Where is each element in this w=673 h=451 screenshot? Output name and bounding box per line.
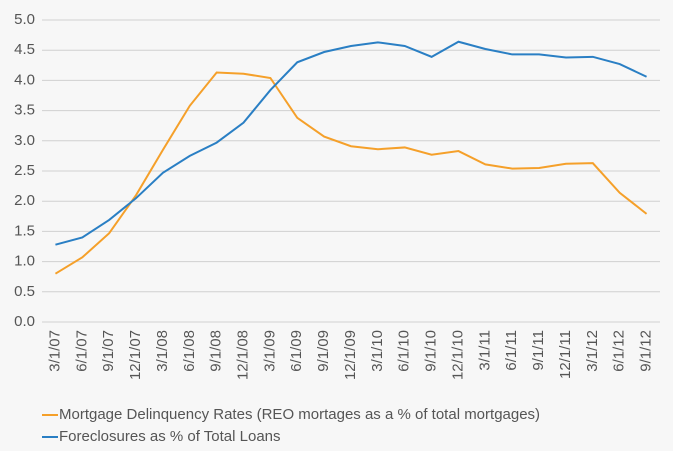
x-tick-label: 3/1/07 (46, 330, 63, 372)
series-line (55, 40, 647, 246)
y-tick-label: 0.5 (14, 283, 35, 300)
x-tick-label: 9/1/10 (423, 330, 440, 372)
x-tick-label: 3/1/10 (369, 330, 386, 372)
y-tick-label: 4.5 (14, 41, 35, 58)
legend-label: Mortgage Delinquency Rates (REO mortages… (59, 406, 540, 423)
y-tick-label: 3.0 (14, 132, 35, 149)
x-tick-label: 6/1/08 (181, 330, 198, 372)
x-tick-label: 9/1/11 (530, 330, 547, 371)
y-tick-label: 5.0 (14, 11, 35, 28)
x-tick-label: 6/1/07 (73, 330, 90, 372)
x-tick-label: 12/1/11 (557, 330, 574, 379)
x-tick-label: 3/1/09 (261, 330, 278, 372)
x-tick-label: 3/1/12 (584, 330, 601, 372)
y-tick-label: 2.0 (14, 192, 35, 209)
x-tick-label: 9/1/09 (315, 330, 332, 372)
x-tick-label: 12/1/10 (449, 330, 466, 380)
x-tick-label: 12/1/09 (342, 330, 359, 380)
x-tick-label: 9/1/12 (638, 330, 655, 372)
y-tick-label: 0.0 (14, 313, 35, 330)
legend-label: Foreclosures as % of Total Loans (59, 428, 281, 445)
x-tick-label: 12/1/07 (127, 330, 144, 380)
x-tick-label: 9/1/07 (100, 330, 117, 372)
x-tick-label: 3/1/08 (154, 330, 171, 372)
y-tick-label: 1.0 (14, 253, 35, 270)
x-tick-label: 6/1/12 (611, 330, 628, 372)
y-tick-label: 2.5 (14, 162, 35, 179)
x-tick-label: 6/1/10 (396, 330, 413, 372)
x-tick-label: 6/1/11 (503, 330, 520, 371)
series-line (54, 71, 648, 275)
x-tick-label: 12/1/08 (234, 330, 251, 380)
x-tick-label: 3/1/11 (476, 330, 493, 371)
x-tick-label: 9/1/08 (208, 330, 225, 372)
x-tick-label: 6/1/09 (288, 330, 305, 372)
y-tick-label: 4.0 (14, 71, 35, 88)
y-tick-label: 3.5 (14, 102, 35, 119)
y-tick-label: 1.5 (14, 222, 35, 239)
